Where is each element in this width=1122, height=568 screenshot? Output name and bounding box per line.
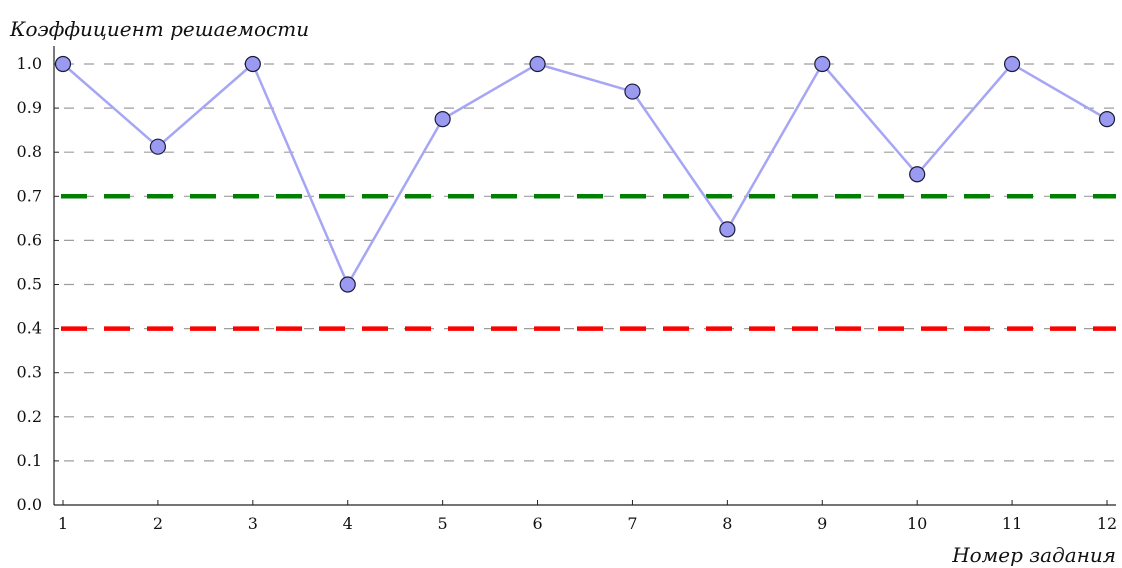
threshold-lines (58, 194, 1116, 331)
grid-lines (58, 63, 1116, 462)
series-layer (54, 55, 1116, 293)
x-tick-label: 7 (627, 514, 637, 533)
y-tick-label: 0.0 (17, 495, 42, 514)
x-tick-label: 8 (722, 514, 732, 533)
x-tick-label: 5 (438, 514, 448, 533)
x-tick-label: 11 (1002, 514, 1022, 533)
x-tick-label: 4 (343, 514, 353, 533)
y-tick-label: 0.3 (17, 363, 42, 382)
data-point-8 (719, 221, 736, 238)
y-tick-label: 0.8 (17, 142, 42, 161)
data-point-6 (529, 55, 546, 73)
data-point-1 (54, 55, 72, 73)
y-tick-label: 0.2 (17, 407, 42, 426)
x-tick-label: 10 (907, 514, 927, 533)
y-tick-label: 0.9 (17, 98, 42, 117)
y-axis-title: Коэффициент решаемости (9, 17, 309, 41)
y-tick-label: 0.4 (17, 319, 42, 338)
data-point-9 (814, 55, 831, 73)
data-point-12 (1098, 111, 1116, 128)
data-point-10 (909, 166, 926, 183)
x-axis-title: Номер задания (951, 543, 1116, 567)
data-point-4 (339, 276, 356, 293)
x-tick-label: 3 (248, 514, 258, 533)
y-tick-label: 0.6 (17, 230, 42, 249)
x-tick-label: 9 (817, 514, 827, 533)
x-tick-label: 1 (58, 514, 68, 533)
data-point-2 (149, 138, 167, 155)
y-tick-label: 1.0 (17, 54, 42, 73)
series-line (62, 62, 1108, 286)
y-tick-label: 0.1 (17, 451, 42, 470)
y-tick-label: 0.5 (17, 275, 42, 294)
data-point-3 (244, 55, 261, 73)
data-point-7 (624, 83, 641, 100)
data-point-5 (434, 111, 451, 128)
x-tick-label: 12 (1097, 514, 1117, 533)
x-tick-label: 2 (153, 514, 163, 533)
y-tick-label: 0.7 (17, 186, 42, 205)
x-tick-label: 6 (532, 514, 542, 533)
axes: 0.00.10.20.30.40.50.60.70.80.91.01 2 3 4 5 6 7… (17, 46, 1117, 533)
data-point-11 (1003, 55, 1021, 73)
